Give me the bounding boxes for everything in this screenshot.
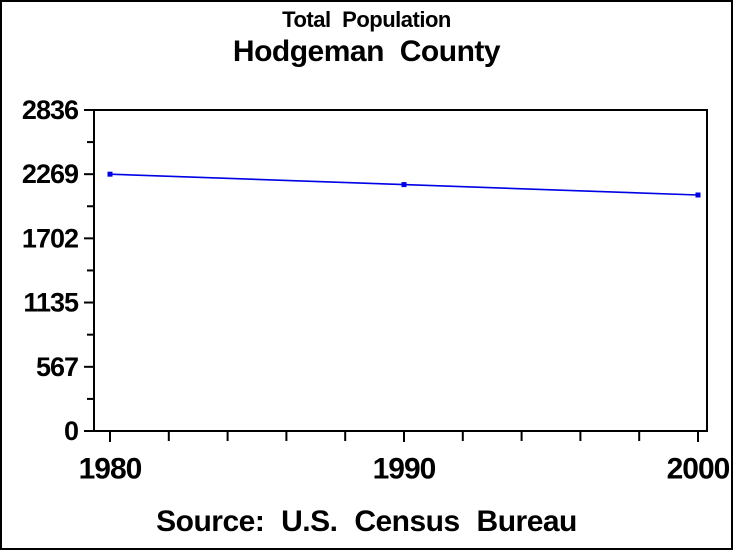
data-point-marker [107,171,113,177]
source-note: Source: U.S. Census Bureau [156,505,577,538]
x-axis-tick-label: 1980 [79,453,142,486]
y-axis-tick-label: 2269 [22,159,79,189]
y-axis-tick-label: 0 [64,416,78,446]
data-point-marker [401,182,407,188]
chart-title: Total Population [282,7,451,32]
plot-frame [93,109,708,432]
x-axis-tick-label: 1990 [373,453,436,486]
data-point-marker [695,192,701,198]
y-axis-tick-label: 1135 [23,288,79,318]
y-axis-tick-label: 2836 [22,95,79,125]
y-axis-tick-label: 1702 [22,223,78,253]
chart-subtitle: Hodgeman County [232,35,501,68]
y-axis-tick-label: 567 [36,352,78,382]
x-axis-tick-label: 2000 [667,453,730,486]
